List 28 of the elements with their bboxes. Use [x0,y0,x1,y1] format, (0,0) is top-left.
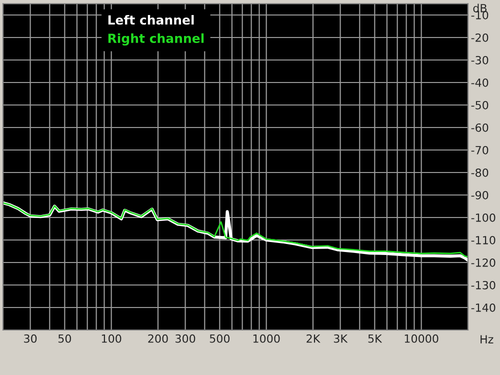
y-tick-label: -80 [471,168,488,177]
y-tick-label: -90 [471,190,488,200]
y-tick-label: -140 [471,303,496,312]
x-tick-label: 30 [24,334,37,343]
y-tick-label: -100 [471,213,496,222]
text: Right channel [108,33,204,46]
x-tick-label: 50 [58,334,72,343]
x-tick-label: 5K [368,334,382,343]
x-tick-label: 500 [210,334,230,343]
y-tick-label: -120 [471,258,496,267]
y-tick-label: -30 [471,56,488,64]
x-tick-label: 100 [102,334,122,343]
y-tick-label: -70 [471,146,488,154]
x-axis-title: Hz [480,335,494,344]
y-axis-title: dB [473,4,487,12]
text: Left channel [108,15,194,25]
x-tick-label: 200 [148,334,168,343]
x-tick-label: 10000 [404,334,438,343]
y-tick-label: -40 [471,78,488,87]
y-tick-label: -60 [471,123,488,132]
y-tick-label: -110 [471,236,496,244]
y-tick-label: -50 [471,100,488,110]
x-tick-label: 3K [334,334,348,343]
y-tick-label: -130 [471,280,496,290]
x-tick-label: 300 [176,334,196,343]
x-tick-label: 2K [306,334,320,343]
x-tick-label: 1000 [253,334,280,343]
y-tick-label: -20 [471,33,488,42]
